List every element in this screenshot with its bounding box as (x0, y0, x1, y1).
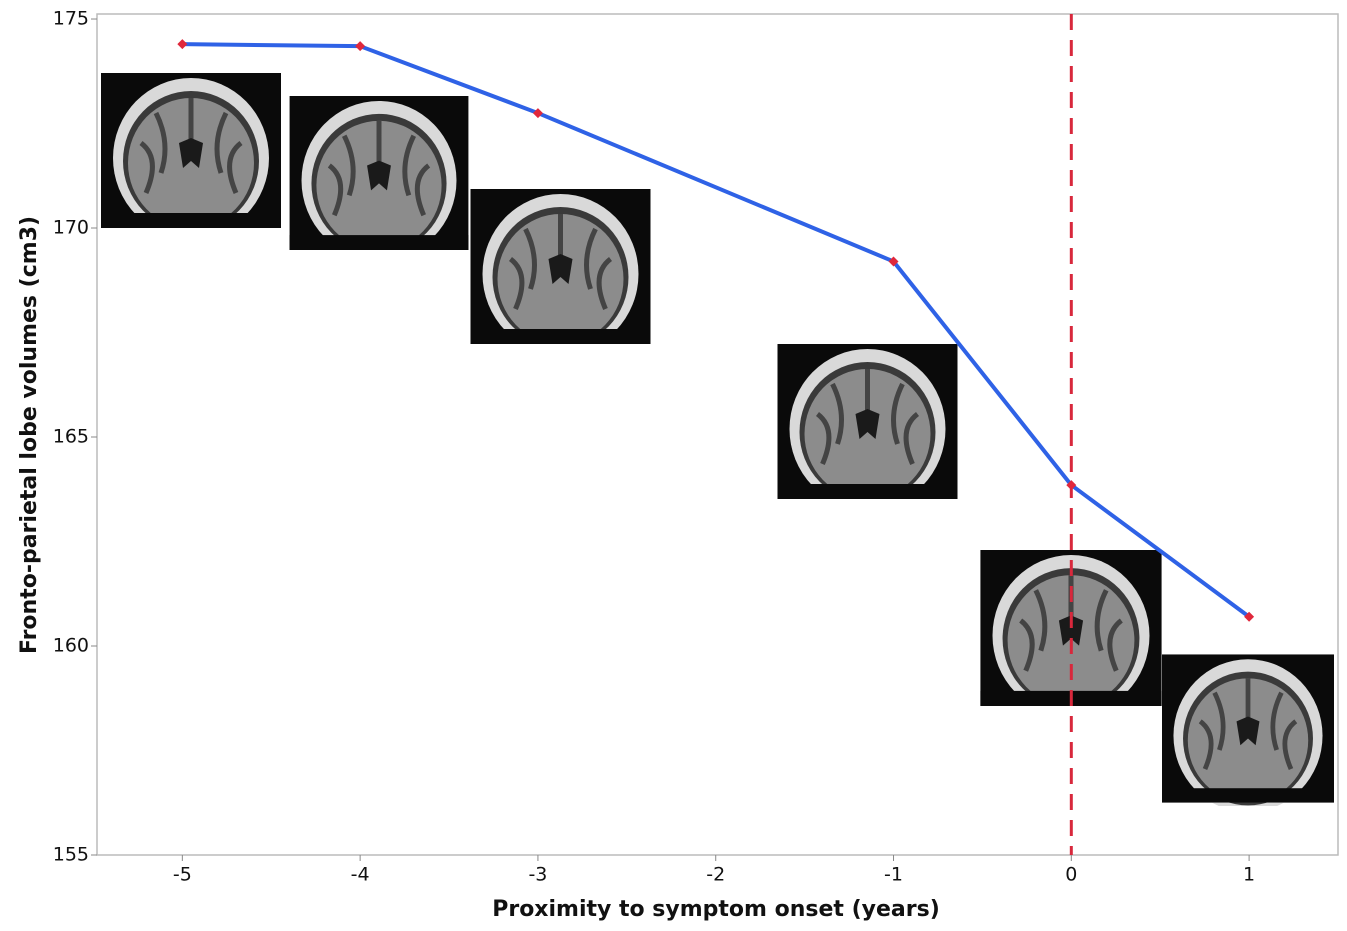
mri-images (101, 73, 1334, 812)
data-marker (532, 108, 543, 119)
data-marker (1066, 480, 1077, 491)
y-tick-label: 160 (53, 635, 89, 657)
y-tick-label: 155 (53, 844, 89, 866)
mri-image (778, 344, 958, 509)
data-line (182, 42, 1251, 619)
data-marker (177, 39, 188, 50)
mri-image (1162, 654, 1334, 812)
y-tick-label: 170 (53, 217, 89, 239)
data-marker (355, 41, 366, 52)
x-tick-label: -1 (884, 864, 903, 886)
x-tick-label: -2 (706, 864, 725, 886)
y-tick-label: 165 (53, 426, 89, 448)
y-axis-title: Fronto-parietal lobe volumes (cm3) (17, 216, 42, 654)
x-tick-label: -4 (351, 864, 370, 886)
mri-image (101, 73, 281, 238)
plot-frame (96, 13, 1339, 856)
mri-image (471, 189, 651, 354)
x-tick-label: 1 (1243, 864, 1255, 886)
mri-image (290, 96, 469, 260)
x-tick-label: -5 (173, 864, 192, 886)
x-tick-label: 0 (1065, 864, 1077, 886)
y-tick-label: 175 (53, 8, 89, 30)
data-marker (888, 256, 899, 267)
data-marker (1244, 611, 1255, 622)
x-axis-title: Proximity to symptom onset (years) (492, 897, 940, 922)
x-tick-label: -3 (528, 864, 547, 886)
